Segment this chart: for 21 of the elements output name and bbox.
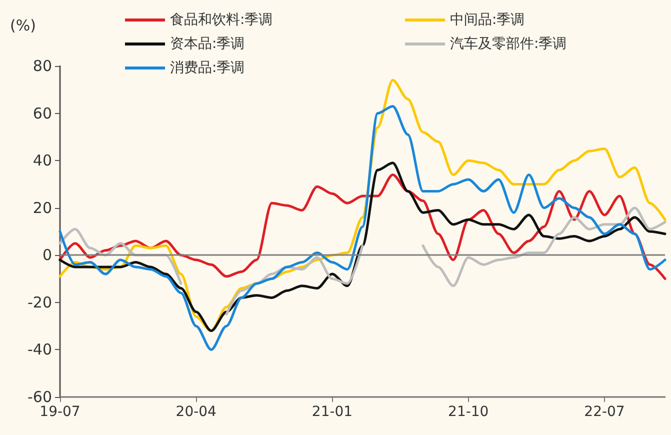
x-tick-label: 20-04 [176,404,217,420]
y-tick-label: -40 [28,340,52,359]
y-tick-label: 60 [32,104,52,122]
legend-label: 资本品:季调 [170,36,245,52]
x-tick-label: 19-07 [40,404,80,420]
legend-label: 中间品:季调 [450,12,525,28]
legend-label: 食品和饮料:季调 [170,12,273,28]
y-tick-label: 0 [42,246,52,264]
y-tick-label: -20 [28,293,52,312]
y-tick-label: -60 [28,388,52,406]
legend-label: 汽车及零部件:季调 [450,36,567,52]
y-tick-label: 20 [32,198,52,217]
legend-label: 消费品:季调 [170,60,245,76]
x-tick-label: 21-10 [448,404,489,420]
line-series [58,162,666,332]
x-tick-label: 22-07 [584,404,625,420]
y-tick-label: 80 [32,57,52,75]
y-tick-label: 40 [32,152,52,170]
y-axis-title: (%) [10,16,36,34]
x-tick-label: 21-01 [312,404,353,420]
line-series [58,104,666,351]
